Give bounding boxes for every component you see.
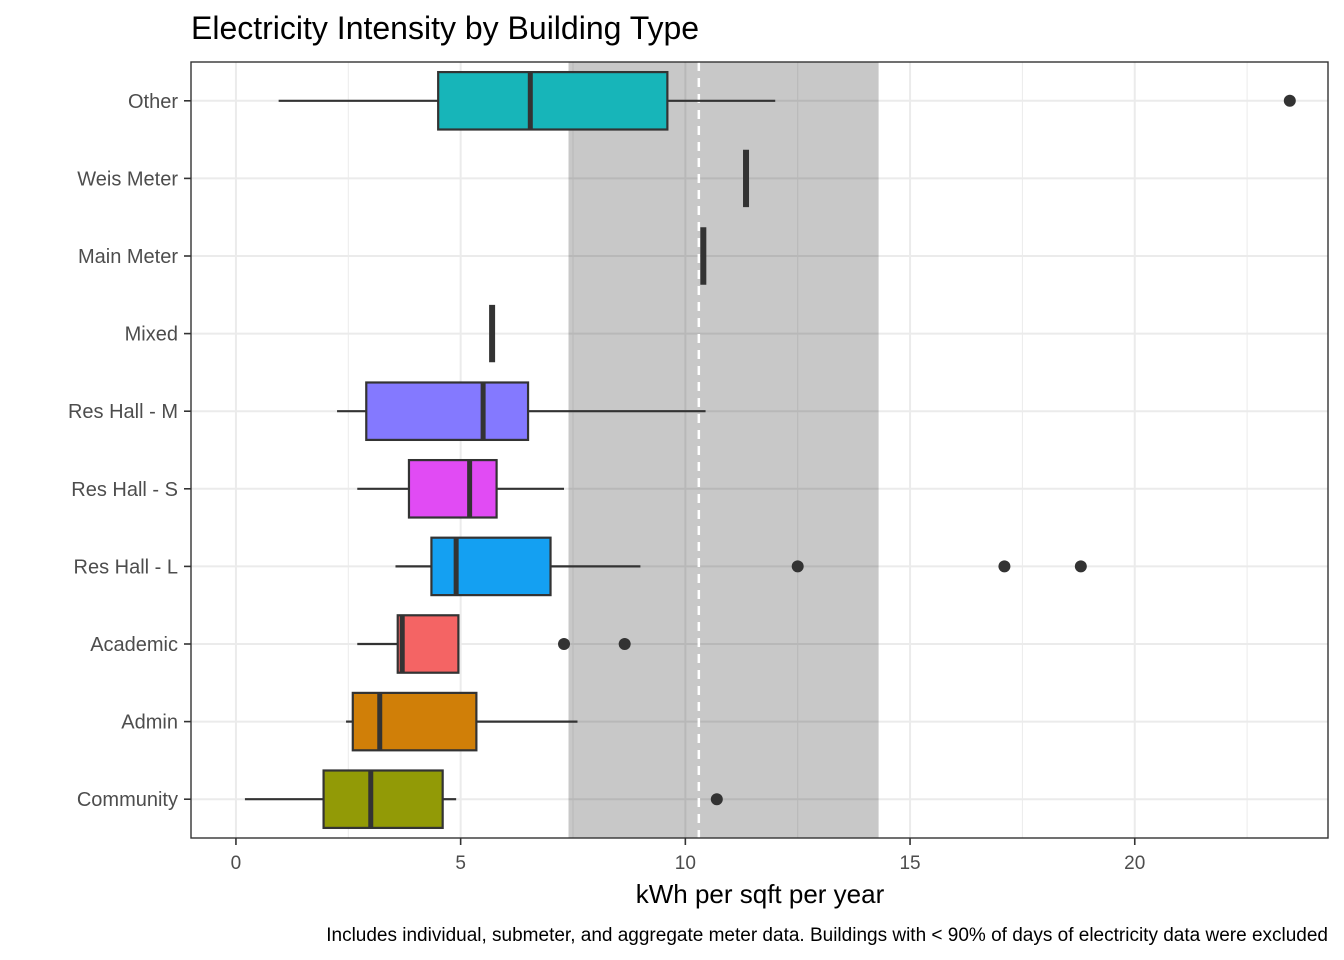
x-tick-label: 5: [455, 853, 466, 874]
box-res-hall-l: [395, 536, 1087, 597]
box-iqr: [351, 691, 478, 752]
box-iqr: [365, 381, 530, 442]
x-tick-label: 10: [675, 853, 696, 874]
y-tick-label: Community: [77, 789, 178, 811]
outlier-point: [710, 793, 723, 806]
outlier-point: [998, 560, 1011, 573]
y-tick-label: Main Meter: [78, 246, 178, 268]
box-res-hall-m: [337, 381, 706, 442]
box-admin: [346, 691, 578, 752]
y-tick-label: Res Hall - S: [71, 479, 178, 501]
outlier-point: [618, 638, 631, 650]
x-axis-title: kWh per sqft per year: [636, 879, 885, 909]
outlier-point: [1283, 94, 1296, 107]
chart-title: Electricity Intensity by Building Type: [191, 10, 699, 46]
reference-band: [568, 62, 879, 838]
outlier-point: [1074, 560, 1087, 573]
x-tick-label: 15: [899, 853, 920, 874]
box-iqr: [396, 614, 460, 674]
y-tick-label: Admin: [121, 712, 178, 734]
y-tick-label: Mixed: [125, 324, 178, 346]
outlier-point: [558, 638, 571, 650]
y-tick-label: Other: [128, 91, 178, 113]
x-tick-label: 20: [1124, 853, 1145, 874]
outlier-point: [791, 560, 804, 573]
box-iqr: [322, 769, 444, 830]
x-tick-label: 0: [231, 853, 242, 874]
y-tick-label: Academic: [90, 634, 178, 656]
box-academic: [357, 614, 631, 674]
chart-caption: Includes individual, submeter, and aggre…: [326, 925, 1328, 946]
y-tick-label: Weis Meter: [77, 168, 178, 190]
box-iqr: [430, 536, 552, 597]
panel-border: [190, 61, 1329, 839]
box-iqr: [407, 458, 498, 519]
y-tick-label: Res Hall - L: [74, 556, 178, 578]
y-tick-label: Res Hall - M: [68, 401, 178, 423]
box-iqr: [437, 70, 669, 131]
box-other: [278, 70, 1296, 131]
box-community: [244, 769, 723, 830]
box-res-hall-s: [357, 458, 565, 519]
